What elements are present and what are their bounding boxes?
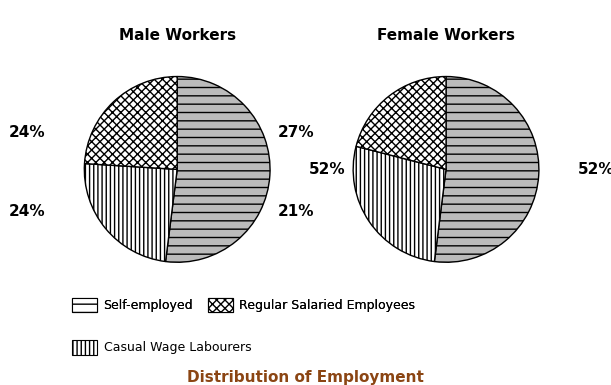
Legend: Casual Wage Labourers: Casual Wage Labourers [67, 335, 256, 360]
Title: Female Workers: Female Workers [377, 28, 515, 44]
Text: Distribution of Employment: Distribution of Employment [187, 370, 424, 385]
Wedge shape [434, 77, 539, 262]
Text: 27%: 27% [277, 125, 314, 140]
Wedge shape [356, 77, 446, 169]
Wedge shape [166, 77, 270, 262]
Title: Male Workers: Male Workers [119, 28, 236, 44]
Text: 52%: 52% [309, 162, 346, 177]
Wedge shape [84, 164, 177, 261]
Text: 52%: 52% [578, 162, 611, 177]
Wedge shape [84, 77, 177, 169]
Wedge shape [353, 146, 446, 261]
Legend: Self-employed, Regular Salaried Employees: Self-employed, Regular Salaried Employee… [67, 293, 420, 317]
Text: 21%: 21% [277, 204, 314, 219]
Text: 24%: 24% [9, 204, 45, 219]
Text: 24%: 24% [9, 125, 45, 140]
